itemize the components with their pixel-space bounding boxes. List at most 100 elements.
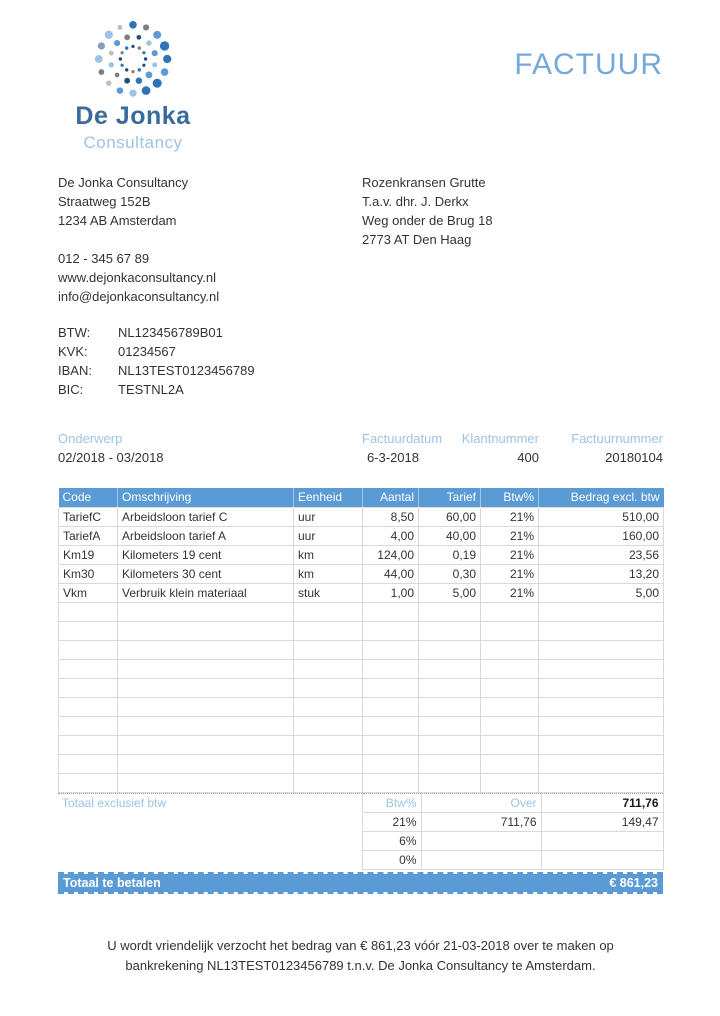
table-empty-row [58,696,664,717]
header-code: Code [58,488,118,507]
brand-block: De Jonka Consultancy [58,14,208,153]
btw-row: BTW: NL123456789B01 [58,323,663,342]
payment-instruction: U wordt vriendelijk verzocht het bedrag … [58,936,663,976]
subject-label: Onderwerp [58,431,123,446]
vat-rate: 21% [361,812,422,832]
cell-qty: 1,00 [362,582,419,603]
brand-subtitle: Consultancy [83,133,183,152]
cell-vat: 21% [480,525,539,546]
vat-over: 711,76 [420,812,542,832]
vat-amount [540,831,664,851]
iban-value: NL13TEST0123456789 [118,363,255,378]
cell-rate: 0,30 [418,563,481,584]
vat-amount: 149,47 [540,812,664,832]
cell-amount: 510,00 [538,506,664,527]
cell-code: TariefC [58,506,118,527]
cell-unit: km [293,544,363,565]
cell-description: Kilometers 30 cent [117,563,294,584]
invoice-page: De Jonka Consultancy FACTUUR De Jonka Co… [58,14,664,976]
table-empty-row [58,734,664,755]
bic-row: BIC: TESTNL2A [58,380,663,399]
table-empty-row [58,772,664,793]
vat-row: 21% 711,76 149,47 [58,812,664,832]
cell-qty: 4,00 [362,525,419,546]
company-phone: 012 - 345 67 89 [58,251,150,266]
vat-row: 0% [58,850,664,870]
table-empty-row [58,715,664,736]
invoice-number-label: Factuurnummer [571,431,663,446]
header-vat: Btw% [480,488,539,507]
cell-rate: 0,19 [418,544,481,565]
cell-code: Km30 [58,563,118,584]
invoice-meta: Onderwerp 02/2018 - 03/2018 Factuurdatum… [58,429,663,467]
totals-table: Totaal exclusief btw Btw% Over 711,76 21… [58,792,664,870]
cell-unit: stuk [293,582,363,603]
meta-client-number: Klantnummer 400 [419,429,539,467]
table-empty-row [58,601,664,622]
table-empty-row [58,677,664,698]
cell-vat: 21% [480,544,539,565]
company-street: Straatweg 152B [58,194,151,209]
table-empty-row [58,620,664,641]
table-row: Vkm Verbruik klein materiaal stuk 1,00 5… [58,582,664,603]
cell-vat: 21% [480,506,539,527]
table-empty-row [58,658,664,679]
subject-value: 02/2018 - 03/2018 [58,450,164,465]
invoice-number-value: 20180104 [605,450,663,465]
cell-code: Km19 [58,544,118,565]
btw-column-header: Btw% [361,792,422,813]
header: De Jonka Consultancy FACTUUR [58,14,663,153]
cell-qty: 124,00 [362,544,419,565]
payment-instruction-line1: U wordt vriendelijk verzocht het bedrag … [107,937,614,953]
meta-subject: Onderwerp 02/2018 - 03/2018 [58,429,362,467]
bic-label: BIC: [58,382,84,397]
grand-total-amount: € 861,23 [609,875,658,890]
cell-description: Arbeidsloon tarief C [117,506,294,527]
table-empty-row [58,639,664,660]
total-excl-value: 711,76 [540,792,664,813]
grand-total-bar: Totaal te betalen € 861,23 [58,871,663,894]
brand-name: De Jonka [75,102,191,130]
logo-icon [94,21,172,97]
cell-amount: 160,00 [538,525,664,546]
table-header-row: Code Omschrijving Eenheid Aantal Tarief … [58,488,664,507]
kvk-label: KVK: [58,344,88,359]
line-items-table: Code Omschrijving Eenheid Aantal Tarief … [58,488,664,793]
client-address: Rozenkransen Grutte T.a.v. dhr. J. Derkx… [362,173,663,306]
company-city: 1234 AB Amsterdam [58,213,177,228]
cell-qty: 44,00 [362,563,419,584]
vat-rate: 6% [361,831,422,851]
iban-row: IBAN: NL13TEST0123456789 [58,361,663,380]
vat-rate: 0% [361,850,422,870]
table-row: Km19 Kilometers 19 cent km 124,00 0,19 2… [58,544,664,565]
document-title: FACTUUR [514,48,663,81]
over-column-header: Over [420,792,542,813]
company-website[interactable]: www.dejonkaconsultancy.nl [58,270,217,285]
table-row: Km30 Kilometers 30 cent km 44,00 0,30 21… [58,563,664,584]
client-number-value: 400 [517,450,539,465]
company-contact: 012 - 345 67 89 www.dejonkaconsultancy.n… [58,249,362,306]
table-row: TariefC Arbeidsloon tarief C uur 8,50 60… [58,506,664,527]
header-amount: Bedrag excl. btw [538,488,664,507]
header-rate: Tarief [418,488,481,507]
btw-label: BTW: [58,325,91,340]
client-city: 2773 AT Den Haag [362,232,472,247]
cell-description: Kilometers 19 cent [117,544,294,565]
vat-row: 6% [58,831,664,851]
header-qty: Aantal [362,488,419,507]
btw-value: NL123456789B01 [118,325,223,340]
vat-amount [540,850,664,870]
kvk-row: KVK: 01234567 [58,342,663,361]
company-email[interactable]: info@dejonkaconsultancy.nl [58,289,220,304]
cell-qty: 8,50 [362,506,419,527]
cell-amount: 23,56 [538,544,664,565]
iban-label: IBAN: [58,363,92,378]
address-section: De Jonka Consultancy Straatweg 152B 1234… [58,173,663,306]
client-attn: T.a.v. dhr. J. Derkx [362,194,469,209]
date-label: Factuurdatum [362,431,443,446]
total-excl-label: Totaal exclusief btw [58,792,362,812]
cell-unit: km [293,563,363,584]
table-empty-row [58,753,664,774]
cell-vat: 21% [480,582,539,603]
meta-invoice-number: Factuurnummer 20180104 [539,429,663,467]
